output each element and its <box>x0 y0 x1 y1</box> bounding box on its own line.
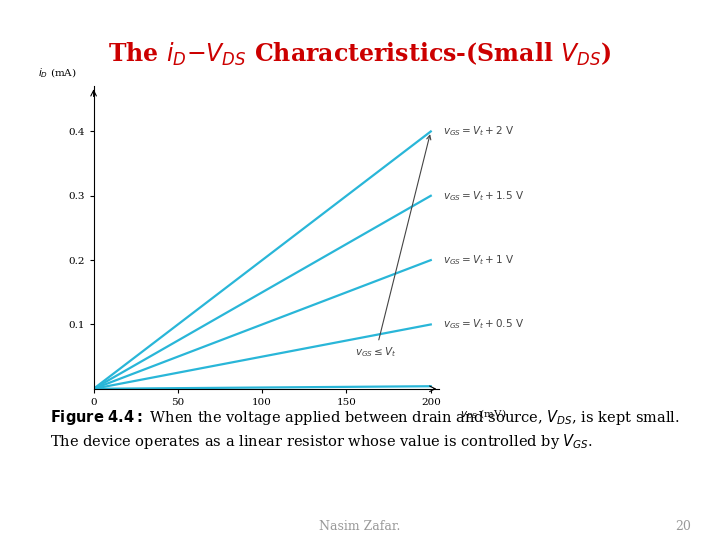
Text: $v_{GS} = V_t + 2\ \mathrm{V}$: $v_{GS} = V_t + 2\ \mathrm{V}$ <box>443 125 514 138</box>
Text: $i_D$ (mA): $i_D$ (mA) <box>38 67 77 80</box>
Text: The $i_D$$-$$V_{DS}$ Characteristics-(Small $V_{DS}$): The $i_D$$-$$V_{DS}$ Characteristics-(Sm… <box>108 40 612 68</box>
Text: Nasim Zafar.: Nasim Zafar. <box>319 520 401 533</box>
Text: $v_{GS} = V_t + 0.5\ \mathrm{V}$: $v_{GS} = V_t + 0.5\ \mathrm{V}$ <box>443 318 524 332</box>
Text: $v_{GS} \leq V_t$: $v_{GS} \leq V_t$ <box>355 136 431 359</box>
Text: $v_{DS}$ (mV): $v_{DS}$ (mV) <box>460 407 507 421</box>
Text: The device operates as a linear resistor whose value is controlled by $V_{GS}$.: The device operates as a linear resistor… <box>50 432 593 451</box>
Text: 20: 20 <box>675 520 691 533</box>
Text: $\mathbf{Figure\ 4.4:}$ When the voltage applied between drain and source, $V_{D: $\mathbf{Figure\ 4.4:}$ When the voltage… <box>50 408 680 427</box>
Text: $v_{GS} = V_t + 1\ \mathrm{V}$: $v_{GS} = V_t + 1\ \mathrm{V}$ <box>443 253 514 267</box>
Text: $v_{GS} = V_t + 1.5\ \mathrm{V}$: $v_{GS} = V_t + 1.5\ \mathrm{V}$ <box>443 189 524 202</box>
